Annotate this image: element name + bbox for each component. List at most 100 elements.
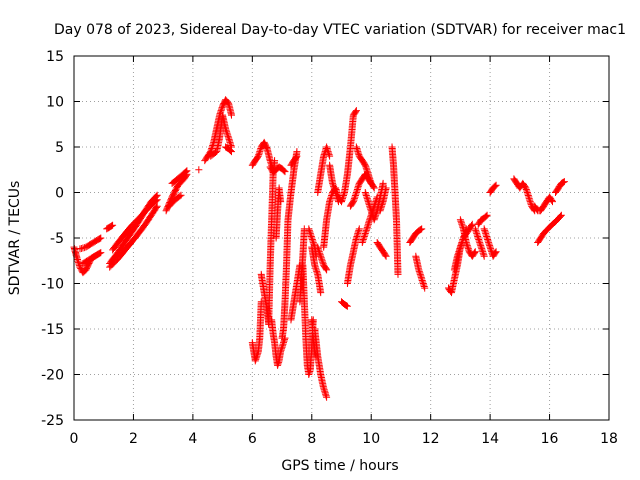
data-point: [317, 152, 328, 177]
data-point: [323, 198, 334, 222]
data-point: [347, 111, 357, 149]
x-tick-label: 16: [541, 431, 559, 447]
data-point: [558, 178, 568, 187]
grid-lines: [74, 56, 609, 420]
data-point: [380, 249, 390, 260]
data-point: [361, 189, 369, 196]
series-seg36: [343, 225, 363, 287]
data-point: [410, 230, 420, 241]
data-point: [276, 164, 286, 173]
series-seg17: [248, 298, 265, 365]
data-point: [353, 179, 363, 195]
data-point: [481, 211, 491, 221]
y-tick-label: 10: [46, 95, 64, 111]
series-seg44: [406, 225, 426, 247]
data-point: [252, 352, 261, 363]
data-point: [95, 234, 105, 243]
data-point: [300, 299, 310, 342]
data-point: [416, 225, 426, 234]
data-point: [169, 172, 185, 186]
data-point: [350, 234, 360, 254]
series-seg38: [352, 143, 378, 192]
data-point: [175, 175, 188, 188]
data-point: [553, 211, 565, 225]
x-tick-label: 0: [70, 431, 79, 447]
data-point: [344, 143, 354, 177]
chart-title: Day 078 of 2023, Sidereal Day-to-day VTE…: [54, 22, 626, 38]
data-point: [256, 298, 265, 340]
y-tick-label: 15: [46, 49, 64, 65]
y-tick-label: 5: [55, 140, 64, 156]
y-axis-label: SDTVAR / TECUs: [7, 181, 23, 296]
data-point: [407, 234, 417, 245]
data-point: [546, 194, 556, 206]
data-point: [268, 317, 277, 338]
data-point: [374, 240, 384, 251]
x-tick-label: 18: [600, 431, 618, 447]
data-point: [86, 252, 99, 263]
series-seg52: [486, 181, 500, 196]
data-point: [83, 260, 93, 273]
data-point: [133, 220, 149, 239]
series-seg06: [109, 196, 161, 254]
data-point: [107, 254, 123, 270]
series-seg42: [376, 184, 390, 215]
x-tick-label: 14: [481, 431, 499, 447]
data-point: [390, 163, 399, 196]
data-point: [478, 245, 488, 260]
series-seg19: [268, 316, 289, 369]
series-seg05: [106, 202, 161, 271]
x-tick-label: 10: [362, 431, 380, 447]
data-point: [308, 245, 319, 269]
data-point: [480, 225, 488, 233]
data-point: [92, 250, 102, 260]
data-point: [305, 366, 314, 377]
data-point: [249, 157, 259, 168]
data-point: [279, 339, 287, 350]
series-seg56: [552, 178, 568, 196]
data-point: [195, 166, 203, 174]
data-point: [279, 166, 289, 176]
data-point: [356, 175, 366, 186]
data-point: [299, 225, 308, 259]
data-point: [169, 181, 182, 200]
series-seg23: [287, 152, 301, 169]
series-seg09: [168, 167, 191, 187]
data-point: [274, 357, 283, 368]
data-point: [110, 234, 126, 253]
x-tick-label: 2: [129, 431, 138, 447]
data-point: [342, 301, 351, 310]
x-tick-label: 12: [422, 431, 440, 447]
series-seg14: [222, 143, 235, 156]
data-point: [353, 225, 363, 240]
series-seg51: [480, 225, 500, 260]
data-point: [547, 218, 559, 230]
data-point: [339, 299, 348, 308]
data-point: [266, 216, 276, 268]
series-seg02: [76, 234, 105, 253]
data-point: [314, 170, 325, 195]
data-point: [317, 254, 328, 269]
series-seg50: [474, 211, 491, 228]
data-point: [254, 334, 264, 354]
data-point: [456, 216, 464, 224]
data-point: [124, 221, 140, 241]
data-point: [95, 249, 105, 258]
data-point: [478, 214, 488, 223]
series-seg20: [272, 184, 285, 242]
series-seg41: [373, 239, 390, 260]
y-tick-label: -20: [41, 368, 64, 384]
data-point: [490, 181, 500, 191]
data-point: [347, 248, 357, 268]
data-point: [541, 223, 554, 236]
data-point: [379, 184, 390, 204]
data-point: [148, 202, 161, 218]
data-point: [356, 153, 366, 165]
data-point: [253, 348, 262, 359]
data-point: [181, 170, 191, 182]
data-point: [269, 157, 279, 177]
data-point: [125, 232, 140, 250]
data-point: [166, 196, 179, 209]
data-point: [299, 263, 308, 306]
